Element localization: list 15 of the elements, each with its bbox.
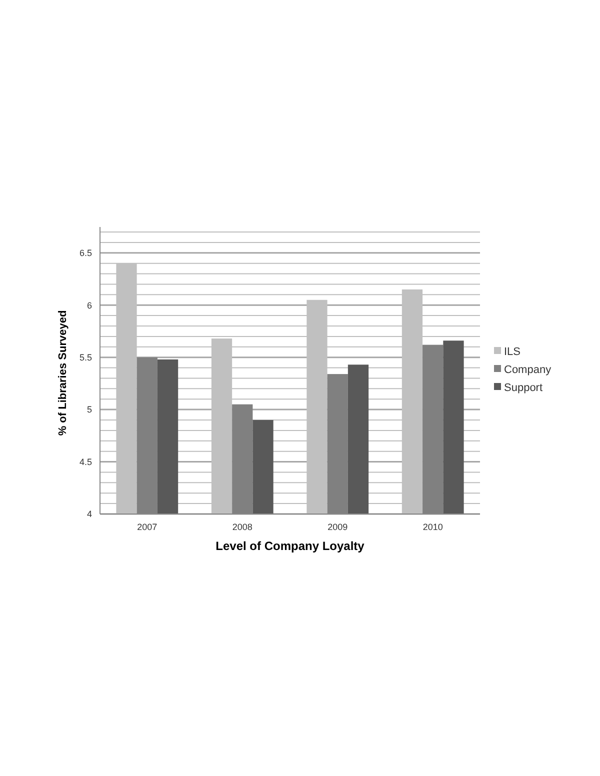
x-tick-label: 2009 [328,522,348,532]
y-tick-label: 4.5 [79,456,92,467]
legend-label: Company [504,364,552,376]
x-tick-label: 2007 [137,522,158,532]
x-tick-label: 2010 [422,522,443,532]
y-tick-label: 5 [86,404,92,415]
y-tick-label: 4 [86,509,92,520]
y-tick-label: 6 [86,300,92,310]
y-tick-label: 5.5 [79,352,92,362]
x-axis-title: Level of Company Loyalty [216,539,365,553]
y-tick-label: 6.5 [79,248,92,258]
legend-label: Support [504,382,543,394]
legend-label: ILS [504,346,521,358]
x-tick-label: 2008 [232,522,252,532]
y-axis-title: % of Libraries Surveyed [57,310,69,436]
